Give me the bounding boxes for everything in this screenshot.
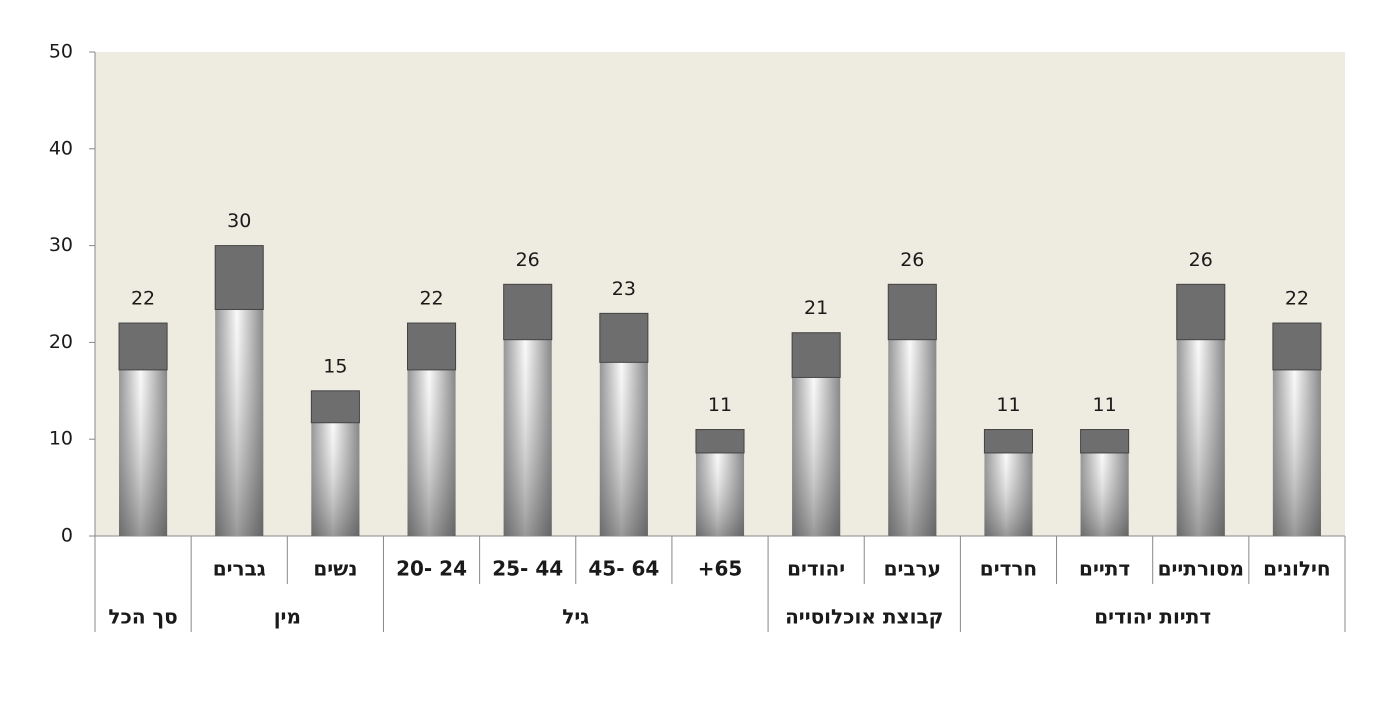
bar-cap xyxy=(1272,322,1322,371)
bar-cap xyxy=(118,322,168,371)
value-label: 11 xyxy=(1093,394,1117,416)
y-tick-label: 0 xyxy=(61,525,73,547)
x-tick-label: 20- 24 xyxy=(396,557,467,581)
value-label: 22 xyxy=(1285,288,1309,310)
x-tick-label: +65 xyxy=(698,557,743,581)
bar-cap xyxy=(887,283,937,341)
x-tick-label: חרדים xyxy=(980,557,1037,581)
value-label: 30 xyxy=(227,210,251,232)
bar-cap xyxy=(695,429,745,454)
value-label: 23 xyxy=(612,278,636,300)
x-tick-label: חילונים xyxy=(1263,557,1330,581)
x-tick-label: נשים xyxy=(313,557,357,581)
bar-cap xyxy=(503,283,553,341)
value-label: 11 xyxy=(996,394,1020,416)
y-tick-label: 30 xyxy=(49,234,73,256)
value-label: 22 xyxy=(131,288,155,310)
y-tick-label: 20 xyxy=(49,331,73,353)
value-label: 21 xyxy=(804,297,828,319)
value-label: 22 xyxy=(419,288,443,310)
x-tick-label: מסורתיים xyxy=(1158,557,1244,581)
value-label: 26 xyxy=(516,249,540,271)
bar-cap xyxy=(983,429,1034,454)
group-label: קבוצת אוכלוסייה xyxy=(785,605,943,629)
x-tick-label: ערבים xyxy=(884,557,941,581)
y-tick-label: 40 xyxy=(49,137,73,159)
y-tick-label: 50 xyxy=(49,41,73,63)
y-tick-label: 10 xyxy=(49,428,73,450)
value-label: 11 xyxy=(708,394,732,416)
x-tick-label: דתיים xyxy=(1079,557,1130,581)
value-label: 15 xyxy=(323,355,347,377)
group-label: דתיות יהודים xyxy=(1094,605,1211,629)
x-tick-label: גברים xyxy=(213,557,266,581)
group-label: סך הכל xyxy=(108,605,177,629)
bar-cap xyxy=(310,390,360,424)
x-tick-label: יהודים xyxy=(787,557,845,581)
x-tick-label: 25- 44 xyxy=(492,557,563,581)
bar-cap xyxy=(214,245,264,310)
group-label: מין xyxy=(274,605,301,629)
bar-cap xyxy=(599,312,649,363)
bar-cap xyxy=(1176,283,1226,341)
bar-cap xyxy=(791,332,841,378)
value-label: 26 xyxy=(1189,249,1213,271)
group-label: גיל xyxy=(562,605,589,629)
bar-cap xyxy=(407,322,457,371)
x-tick-label: 45- 64 xyxy=(588,557,659,581)
value-label: 26 xyxy=(900,249,924,271)
bar-cap xyxy=(1080,429,1130,454)
